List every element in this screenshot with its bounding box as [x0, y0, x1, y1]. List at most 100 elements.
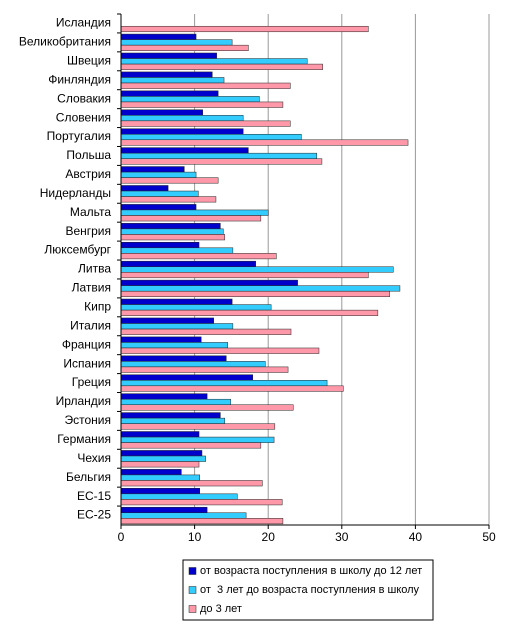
x-tick-label: 50	[482, 530, 496, 544]
bar	[120, 147, 249, 154]
bar	[120, 279, 298, 286]
bar	[120, 328, 292, 335]
bar	[120, 247, 234, 254]
bar	[120, 185, 169, 192]
bar	[120, 450, 203, 457]
bar	[120, 272, 369, 279]
bar	[120, 101, 284, 108]
legend-label: от возраста поступления в школу до 12 ле…	[200, 565, 422, 577]
y-tick-label: Кипр	[84, 300, 111, 314]
bar	[120, 455, 206, 462]
bar	[120, 25, 369, 33]
bar	[120, 404, 294, 411]
bar	[120, 323, 234, 330]
y-tick-label: Греция	[72, 375, 111, 389]
bar	[120, 336, 202, 343]
y-tick-label: Германия	[57, 432, 111, 446]
bar	[120, 260, 256, 267]
x-tick-label: 30	[335, 530, 349, 544]
bar	[120, 228, 224, 235]
bar	[120, 215, 262, 222]
y-tick-label: Чехия	[77, 451, 111, 465]
bar	[120, 442, 262, 449]
y-tick-label: Люксембург	[44, 243, 111, 257]
bar	[120, 109, 203, 116]
bar	[120, 128, 244, 135]
bar	[120, 190, 199, 197]
bar	[120, 96, 260, 103]
y-tick-label: Португалия	[47, 129, 111, 143]
bar	[120, 431, 200, 438]
bar	[120, 71, 213, 78]
y-tick-label: Швеция	[67, 53, 111, 67]
bar	[120, 474, 201, 481]
y-tick-label: Польша	[66, 148, 111, 162]
bar	[120, 518, 284, 525]
bar	[120, 380, 328, 387]
y-tick-label: Эстония	[65, 413, 112, 427]
bar	[120, 298, 233, 305]
bar	[120, 461, 200, 468]
x-tick-label: 40	[409, 530, 423, 544]
y-tick-label: Литва	[78, 262, 111, 276]
bar	[120, 393, 208, 400]
bar	[120, 196, 217, 203]
bar	[120, 493, 238, 500]
legend-swatch	[188, 586, 197, 594]
bar	[120, 82, 291, 89]
bar	[120, 39, 233, 46]
bar	[120, 58, 308, 65]
bar	[120, 33, 197, 40]
bar	[120, 480, 263, 487]
y-tick-label: ЕС-25	[77, 508, 111, 522]
y-tick-label: ЕС-15	[77, 489, 111, 503]
bar	[120, 436, 275, 443]
bar	[120, 152, 318, 159]
bar	[120, 204, 197, 211]
bar	[120, 139, 409, 146]
bar	[120, 63, 323, 70]
legend-box	[182, 559, 434, 621]
bar	[120, 241, 200, 249]
bar	[120, 347, 320, 354]
bar	[120, 120, 291, 127]
bar	[120, 499, 283, 506]
bar	[120, 171, 197, 178]
y-tick-label: Финляндия	[48, 72, 111, 86]
x-tick-label: 10	[188, 530, 202, 544]
bar	[120, 412, 221, 419]
bar	[120, 304, 272, 311]
y-tick-label: Великобритания	[19, 35, 111, 49]
y-tick-label: Австрия	[65, 167, 111, 181]
bar	[120, 223, 221, 230]
y-tick-label: Словения	[56, 110, 111, 124]
bar	[120, 355, 227, 362]
y-tick-label: Ирландия	[56, 394, 111, 408]
bar	[120, 385, 344, 392]
bar	[120, 166, 185, 173]
y-tick-label: Мальта	[70, 205, 111, 219]
legend-swatch	[188, 567, 197, 575]
y-tick-label: Франция	[62, 337, 111, 351]
x-tick-label: 20	[262, 530, 276, 544]
bar	[120, 177, 219, 184]
bar	[120, 309, 379, 316]
bar	[120, 253, 277, 260]
y-tick-label: Бельгия	[66, 470, 111, 484]
bar	[120, 512, 247, 519]
bar	[120, 52, 217, 59]
bar	[120, 266, 394, 273]
legend-label: до 3 лет	[200, 603, 242, 615]
bar	[120, 290, 390, 298]
bar	[120, 285, 401, 292]
bar	[120, 423, 276, 430]
bar	[120, 417, 226, 424]
y-tick-label: Латвия	[72, 281, 111, 295]
bar	[120, 77, 225, 84]
y-tick-label: Словакия	[57, 91, 111, 105]
y-tick-label: Испания	[63, 356, 111, 370]
bar	[120, 115, 244, 122]
bar	[120, 374, 253, 381]
bar	[120, 488, 201, 495]
y-tick-label: Венгрия	[65, 224, 111, 238]
